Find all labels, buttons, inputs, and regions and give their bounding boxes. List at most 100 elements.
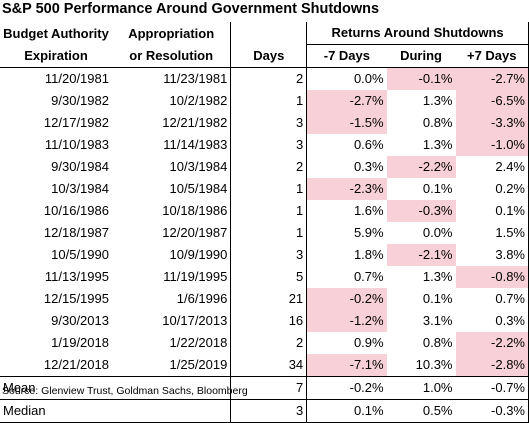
cell-plus-7-return: 2.4% (455, 156, 529, 178)
cell-resolution-date: 10/2/1982 (169, 93, 228, 108)
cell-days: 3 (230, 112, 307, 134)
cell-minus-7-return: 0.3% (306, 156, 387, 178)
cell-plus-7-return: -1.0% (455, 134, 529, 156)
cell-resolution-date: 10/9/1990 (169, 247, 228, 262)
cell-resolution-date: 11/19/1995 (163, 269, 228, 284)
source-note: Source: Glenview Trust, Goldman Sachs, B… (2, 385, 248, 397)
table-row: 9/30/1984 10/3/1984 2 0.3% -2.2% 2.4% (0, 156, 529, 178)
cell-plus-7-return: 0.7% (455, 288, 529, 310)
cell-expiration-date: 12/17/1982 (43, 115, 109, 130)
cell-days: 5 (230, 266, 307, 288)
summary-days: 7 (230, 376, 307, 400)
cell-plus-7-return: -3.3% (455, 112, 529, 134)
cell-resolution-date: 12/21/1982 (162, 115, 228, 130)
cell-during-return: 1.3% (422, 93, 453, 108)
cell-days: 3 (230, 244, 307, 266)
cell-minus-7-return: 0.0% (306, 67, 387, 90)
cell-minus-7-return: -2.7% (306, 90, 387, 112)
cell-during-return: 10.3% (415, 357, 453, 372)
table-row: 11/10/1983 11/14/1983 3 0.6% 1.3% -1.0% (0, 134, 529, 156)
header-line: Appropriation (128, 26, 215, 41)
cell-expiration-date: 11/13/1995 (44, 269, 109, 284)
cell-minus-7-return: 1.8% (306, 244, 387, 266)
table-row: 1/19/2018 1/22/2018 2 0.9% 0.8% -2.2% (0, 332, 529, 354)
cell-resolution-date: 10/18/1986 (162, 203, 228, 218)
cell-expiration-date: 10/3/1984 (51, 181, 109, 196)
table-row: 11/20/1981 11/23/1981 2 0.0% -0.1% -2.7% (0, 67, 529, 90)
table-row: 12/21/2018 1/25/2019 34 -7.1% 10.3% -2.8% (0, 354, 529, 377)
cell-minus-7-return: 0.9% (306, 332, 387, 354)
table-row: 10/16/1986 10/18/1986 1 1.6% -0.3% 0.1% (0, 200, 529, 222)
cell-expiration-date: 9/30/1984 (51, 159, 109, 174)
table-row: 9/30/1982 10/2/1982 1 -2.7% 1.3% -6.5% (0, 90, 529, 112)
table-row: 12/15/1995 1/6/1996 21 -0.2% 0.1% 0.7% (0, 288, 529, 310)
table-body: 11/20/1981 11/23/1981 2 0.0% -0.1% -2.7% 9/30/… (0, 67, 529, 377)
summary-body: Mean 7 -0.2% 1.0% -0.7% Median 3 0.1% 0.5% -0.3% (0, 376, 529, 423)
cell-minus-7-return: 0.7% (306, 266, 387, 288)
table-row: 9/30/2013 10/17/2013 16 -1.2% 3.1% 0.3% (0, 310, 529, 332)
shutdown-returns-table: Budget Authority Expiration Appropriatio… (0, 22, 529, 423)
cell-during-return: -2.1% (386, 244, 456, 266)
cell-resolution-date: 10/5/1984 (169, 181, 228, 196)
cell-resolution-date: 1/6/1996 (176, 291, 228, 306)
cell-during-return: 1.3% (422, 137, 453, 152)
header-line: or Resolution (129, 48, 214, 63)
table-row: 12/17/1982 12/21/1982 3 -1.5% 0.8% -3.3% (0, 112, 529, 134)
cell-days: 1 (230, 222, 307, 244)
cell-minus-7-return: -2.3% (306, 178, 387, 200)
cell-plus-7-return: -6.5% (455, 90, 529, 112)
cell-minus-7-return: 5.9% (306, 222, 387, 244)
cell-plus-7-return: 1.5% (455, 222, 529, 244)
cell-minus-7-return: 0.6% (306, 134, 387, 156)
cell-expiration-date: 12/21/2018 (43, 357, 109, 372)
cell-plus-7-return: -0.8% (455, 266, 529, 288)
cell-days: 1 (230, 178, 307, 200)
cell-expiration-date: 11/10/1983 (44, 137, 109, 152)
summary-during-return: 1.0% (386, 376, 456, 400)
cell-during-return: 0.8% (422, 115, 453, 130)
table-row: 10/3/1984 10/5/1984 1 -2.3% 0.1% 0.2% (0, 178, 529, 200)
cell-days: 2 (230, 67, 307, 90)
cell-resolution-date: 11/23/1981 (111, 67, 231, 90)
summary-plus-7-return: -0.7% (455, 376, 529, 400)
cell-resolution-date: 10/17/2013 (162, 313, 228, 328)
cell-plus-7-return: -2.2% (455, 332, 529, 354)
cell-during-return: 0.8% (422, 335, 453, 350)
header-days: Days (230, 22, 307, 68)
page-title: S&P 500 Performance Around Government Sh… (2, 1, 380, 17)
cell-minus-7-return: -7.1% (306, 354, 387, 377)
cell-minus-7-return: -0.2% (306, 288, 387, 310)
cell-during-return: 0.1% (422, 181, 453, 196)
cell-expiration-date: 10/16/1986 (43, 203, 109, 218)
cell-expiration-date: 11/20/1981 (0, 67, 112, 90)
cell-resolution-date: 10/3/1984 (169, 159, 228, 174)
cell-minus-7-return: -1.2% (306, 310, 387, 332)
summary-minus-7-return: -0.2% (306, 376, 387, 400)
header-during: During (400, 48, 442, 63)
cell-minus-7-return: -1.5% (306, 112, 387, 134)
cell-during-return: -2.2% (386, 156, 456, 178)
cell-expiration-date: 9/30/1982 (51, 93, 109, 108)
cell-plus-7-return: 0.2% (455, 178, 529, 200)
cell-expiration-date: 1/19/2018 (51, 335, 109, 350)
header-plus-7-days: +7 Days (455, 44, 529, 68)
cell-days: 1 (230, 90, 307, 112)
header-budget-authority-expiration: Budget Authority Expiration (0, 22, 112, 68)
header-appropriation-resolution: Appropriation or Resolution (112, 22, 231, 68)
cell-days: 21 (230, 288, 307, 310)
cell-plus-7-return: 0.1% (455, 200, 529, 222)
cell-during-return: -0.1% (386, 67, 456, 90)
cell-during-return: 0.0% (422, 225, 453, 240)
cell-minus-7-return: 1.6% (306, 200, 387, 222)
cell-days: 1 (230, 200, 307, 222)
cell-plus-7-return: -2.8% (455, 354, 529, 377)
cell-days: 16 (230, 310, 307, 332)
cell-expiration-date: 10/5/1990 (51, 247, 109, 262)
cell-plus-7-return: 0.3% (455, 310, 529, 332)
cell-during-return: -0.3% (386, 200, 456, 222)
cell-resolution-date: 1/25/2019 (169, 357, 228, 372)
cell-days: 34 (230, 354, 307, 377)
cell-expiration-date: 12/18/1987 (43, 225, 109, 240)
header-line: Expiration (24, 48, 88, 63)
summary-label: Mean (0, 376, 231, 400)
